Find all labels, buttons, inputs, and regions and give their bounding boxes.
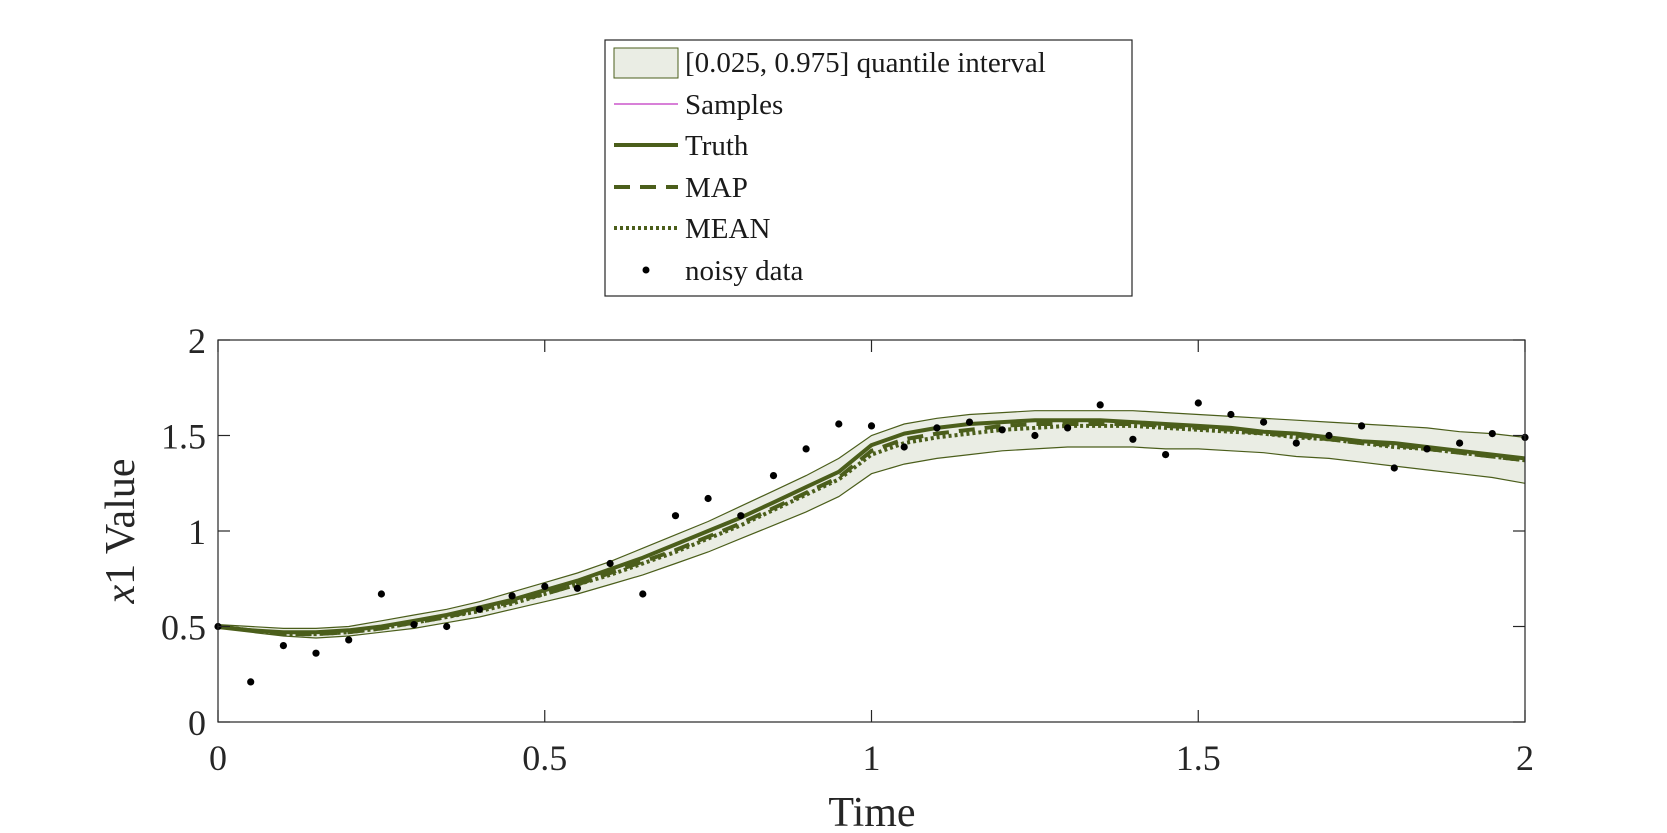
series-line-layer: [217, 418, 1526, 637]
noisy-data-point: [998, 426, 1006, 434]
legend-samples-label: Samples: [685, 89, 783, 121]
quantile-band-upper: [217, 410, 1526, 630]
noisy-data-point: [508, 592, 516, 600]
noisy-data-point: [1358, 422, 1366, 430]
quantile-band-lower: [217, 446, 1526, 639]
x-axis-title: Time: [828, 790, 915, 833]
noisy-data-point: [1325, 431, 1333, 440]
legend-frame: [604, 39, 1133, 297]
noisy-data-point: [1064, 424, 1072, 432]
legend-mean-label: MEAN: [685, 213, 770, 245]
y-tick-label: 2: [188, 321, 206, 361]
legend-quantile-swatch: [613, 47, 679, 79]
noisy-data-point: [737, 512, 745, 520]
y-tick-label: 0: [188, 703, 206, 743]
legend: [0.025, 0.975] quantile interval Samples…: [604, 39, 1133, 297]
noisy-data-point: [671, 512, 680, 520]
legend-map-label: MAP: [685, 172, 748, 204]
noisy-data-point: [1423, 445, 1431, 453]
x-tick-label: 2: [1516, 738, 1534, 778]
noisy-data-point: [1260, 418, 1268, 426]
legend-truth-label: Truth: [685, 130, 749, 162]
noisy-data-point: [802, 445, 810, 453]
legend-noisy-marker: [642, 266, 650, 274]
noisy-data-point: [377, 590, 385, 598]
noisy-data-point: [606, 559, 614, 568]
series-line-map: [217, 422, 1526, 637]
plot-area: 0 0.5 1 1.5 2 0 0.5 1 1.5 2: [161, 321, 1534, 778]
y-tick-label: 0.5: [161, 608, 206, 648]
legend-noisy-label: noisy data: [685, 255, 804, 287]
noisy-data-point: [279, 642, 287, 650]
y-tick-label: 1.5: [161, 417, 206, 457]
y-axis-title-rest: 1 Value: [98, 458, 144, 584]
noisy-data-point: [867, 422, 876, 430]
noisy-data-point: [900, 443, 908, 451]
noisy-data-point: [541, 582, 549, 591]
noisy-data-point: [1227, 410, 1235, 419]
noisy-data-point: [1488, 430, 1496, 438]
noisy-data-point: [769, 472, 778, 480]
noisy-data-point: [312, 649, 320, 657]
noisy-data-point: [475, 605, 483, 613]
noisy-data-point: [1390, 464, 1398, 472]
noisy-data-point: [1031, 431, 1039, 440]
noisy-data-point: [1292, 439, 1300, 447]
plot-frame: [218, 340, 1525, 722]
noisy-data-point: [933, 424, 941, 432]
x-tick-label: 1.5: [1176, 738, 1221, 778]
noisy-data-point: [965, 418, 974, 426]
x-tick-label: 0: [209, 738, 227, 778]
noisy-data-point: [1129, 435, 1137, 443]
noisy-data-point: [443, 622, 451, 631]
quantile-band-layer: [217, 410, 1526, 639]
y-tick-label: 1: [188, 512, 206, 552]
tick-layer: 0 0.5 1 1.5 2 0 0.5 1 1.5 2: [161, 321, 1534, 778]
x-tick-label: 1: [863, 738, 881, 778]
quantile-band-fill: [218, 410, 1525, 638]
noisy-data-point: [1194, 399, 1202, 407]
noisy-data-point: [835, 420, 843, 428]
noisy-data-point: [345, 636, 353, 644]
x-tick-label: 0.5: [522, 738, 567, 778]
legend-quantile-label: [0.025, 0.975] quantile interval: [685, 47, 1046, 79]
noisy-data-point: [410, 621, 418, 629]
y-axis-title-italic: x: [98, 585, 144, 605]
noisy-data-point: [1456, 439, 1464, 447]
noisy-data-point: [639, 590, 647, 598]
noisy-data-point: [704, 494, 712, 503]
y-axis-title: x1 Value: [98, 458, 144, 604]
noisy-data-point: [247, 678, 255, 686]
noisy-data-point: [573, 584, 582, 592]
noisy-data-point: [1162, 451, 1170, 459]
noisy-data-point: [1096, 401, 1104, 409]
